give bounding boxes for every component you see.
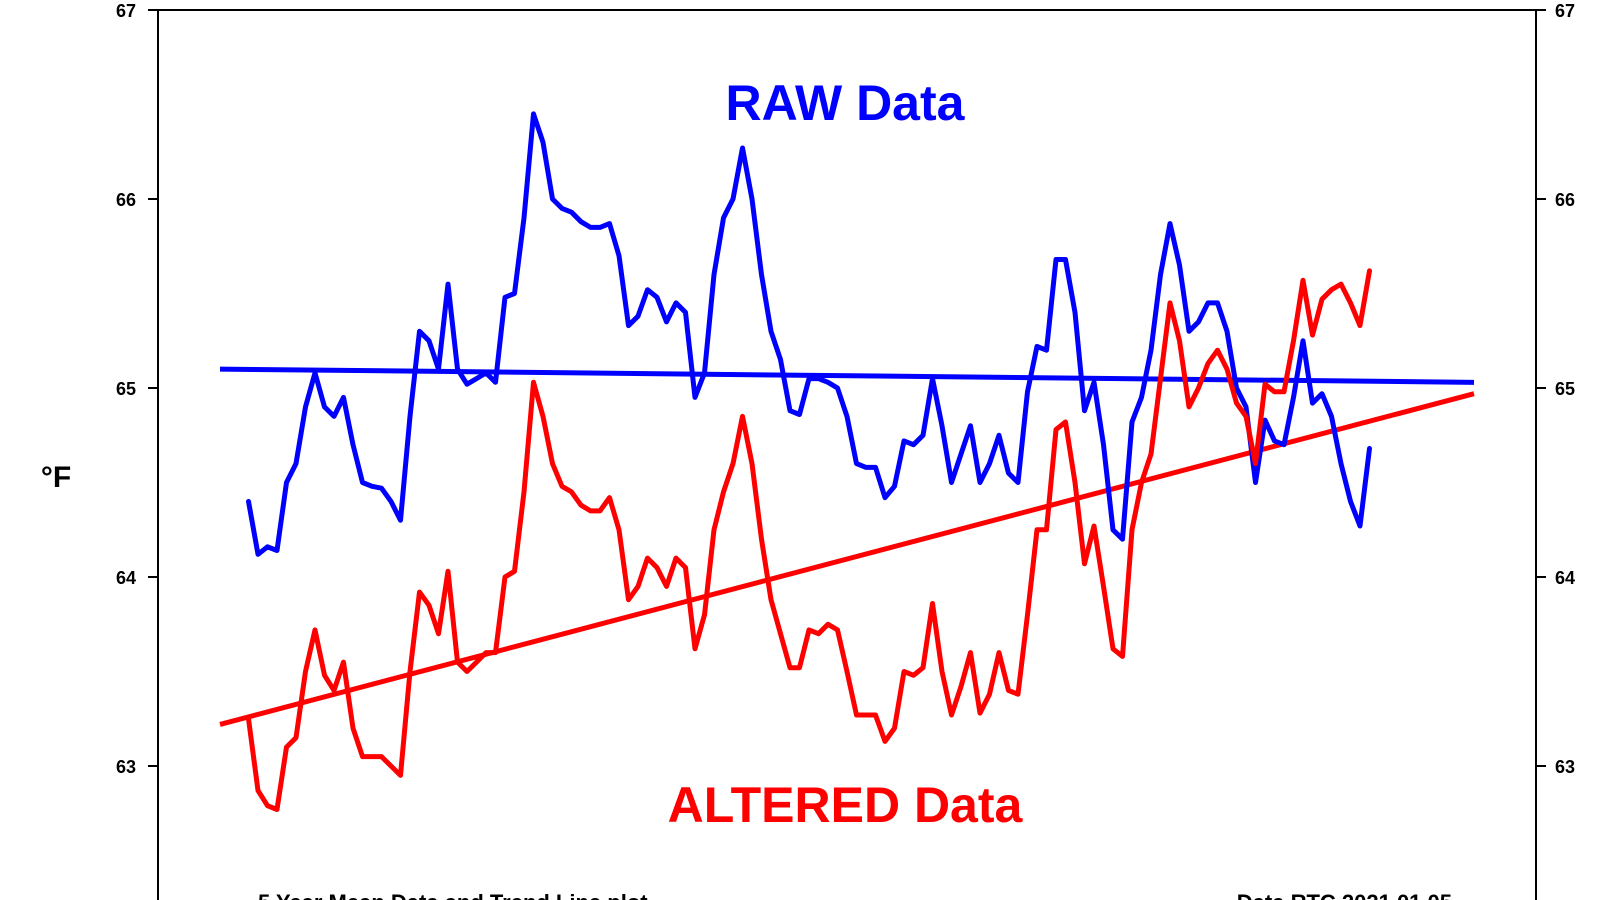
series-line-altered-data [246,268,1372,812]
y-tick-label-left: 66 [116,190,136,210]
y-tick-label-left: 67 [116,1,136,21]
footer-left-note: 5 Year Mean Data and Trend Line plot [258,890,648,900]
y-tick-label-right: 63 [1555,757,1575,777]
y-axis-label: °F [41,461,71,494]
raw-data-label: RAW Data [726,75,966,131]
series-line-raw-data [246,111,1372,557]
y-tick-label-right: 64 [1555,568,1575,588]
y-tick-label-right: 67 [1555,1,1575,21]
footer-right-note: Data RTC 2021.01.05 [1237,890,1452,900]
y-ticks-right: 63 64 65 66 67 [1536,1,1575,777]
y-tick-label-left: 63 [116,757,136,777]
y-ticks-left: 63 64 65 66 67 [116,1,158,777]
altered-data-label: ALTERED Data [668,777,1024,833]
series-lines [246,111,1372,812]
axes [157,9,1537,900]
y-tick-label-right: 66 [1555,190,1575,210]
trend-line-raw-data [219,366,1475,385]
trend-line-altered-data [219,391,1475,727]
y-tick-label-left: 64 [116,568,136,588]
y-tick-label-right: 65 [1555,379,1575,399]
y-tick-label-left: 65 [116,379,136,399]
trend-lines [219,366,1475,727]
